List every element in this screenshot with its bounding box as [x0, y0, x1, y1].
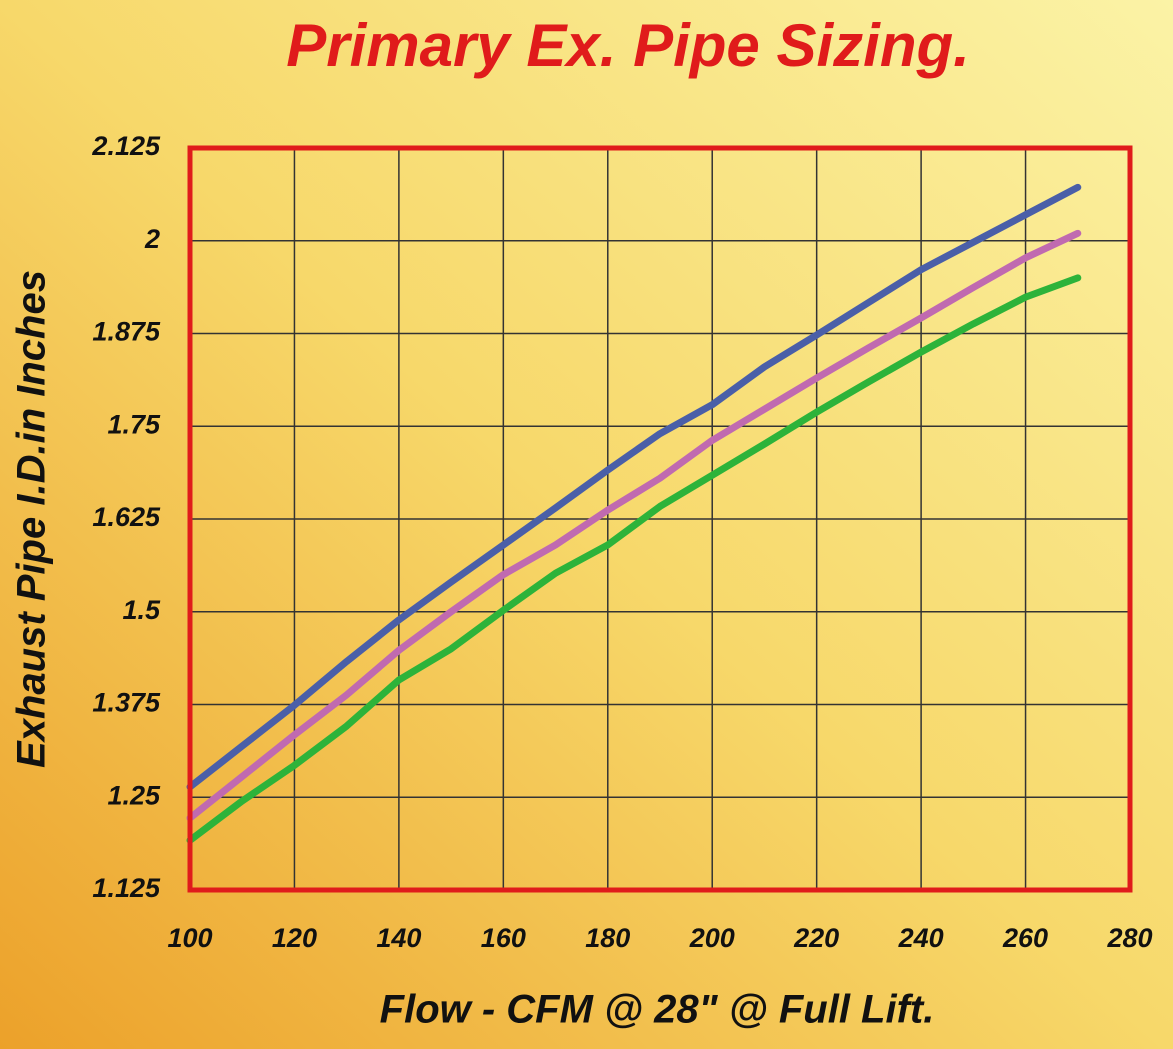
y-axis-label: Exhaust Pipe I.D.in Inches — [10, 270, 54, 768]
y-tick-label: 1.25 — [107, 780, 161, 810]
x-tick-label: 240 — [898, 923, 944, 953]
plot-frame — [187, 145, 1133, 893]
x-tick-label: 220 — [793, 923, 839, 953]
y-tick-label: 1.5 — [122, 595, 161, 625]
y-tick-label: 2.125 — [91, 131, 161, 161]
chart-title: Primary Ex. Pipe Sizing. — [286, 12, 970, 79]
x-tick-label: 280 — [1106, 923, 1152, 953]
x-tick-label: 120 — [272, 923, 317, 953]
x-tick-label: 100 — [167, 923, 212, 953]
x-tick-label: 160 — [481, 923, 526, 953]
x-axis-label: Flow - CFM @ 28" @ Full Lift. — [380, 988, 935, 1032]
x-tick-label: 200 — [689, 923, 735, 953]
y-tick-label: 1.375 — [92, 688, 161, 718]
x-tick-label: 260 — [1002, 923, 1048, 953]
y-tick-label: 1.75 — [107, 409, 161, 439]
y-tick-label: 1.625 — [92, 502, 161, 532]
y-tick-label: 2 — [144, 224, 160, 254]
y-tick-label: 1.875 — [92, 317, 161, 347]
x-tick-label: 180 — [585, 923, 630, 953]
series-line — [186, 229, 1082, 822]
x-tick-label: 140 — [376, 923, 421, 953]
series-line — [186, 183, 1082, 791]
y-tick-label: 1.125 — [92, 873, 161, 903]
series-line — [186, 274, 1082, 844]
